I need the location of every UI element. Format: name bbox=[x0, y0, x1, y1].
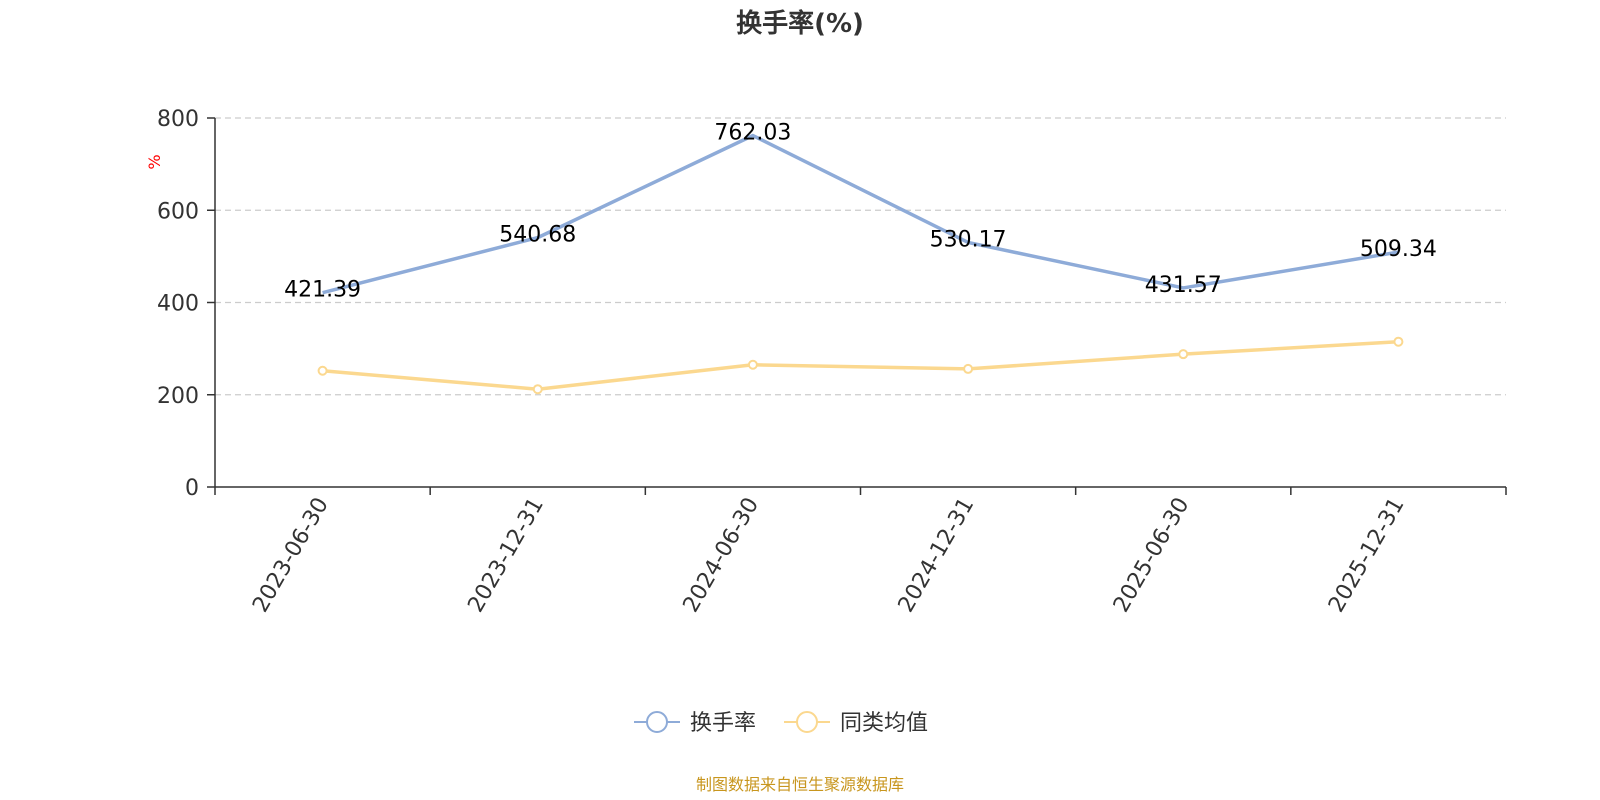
series-line-2 bbox=[322, 339, 1399, 391]
data-label: 509.34 bbox=[1360, 237, 1437, 262]
y-tick-label: 800 bbox=[157, 107, 199, 132]
y-axis-unit-label: % bbox=[145, 154, 164, 169]
series-point bbox=[1178, 349, 1189, 360]
x-tick-label: 2025-12-31 bbox=[1324, 494, 1410, 617]
legend-marker bbox=[646, 711, 668, 733]
x-tick-label: 2024-06-30 bbox=[679, 494, 765, 617]
x-tick-label: 2023-12-31 bbox=[463, 494, 549, 617]
grid-lines bbox=[215, 117, 1506, 396]
x-tick-label: 2023-06-30 bbox=[248, 494, 334, 617]
x-tick-label: 2024-12-31 bbox=[894, 493, 980, 616]
legend: 换手率 同类均值 bbox=[634, 711, 928, 736]
data-label: 421.39 bbox=[284, 278, 361, 303]
legend-marker bbox=[796, 711, 818, 733]
series-point bbox=[963, 363, 974, 374]
series-point bbox=[1393, 336, 1404, 347]
y-tick-label: 600 bbox=[157, 199, 199, 224]
y-tick-label: 400 bbox=[157, 292, 199, 317]
source-note: 制图数据来自恒生聚源数据库 bbox=[696, 775, 904, 794]
y-tick-label: 0 bbox=[185, 476, 199, 501]
series-point bbox=[532, 384, 543, 395]
legend-entry-label: 同类均值 bbox=[840, 711, 928, 736]
data-label: 431.57 bbox=[1145, 273, 1222, 298]
legend-entry-label: 换手率 bbox=[690, 711, 756, 736]
data-label: 530.17 bbox=[930, 227, 1007, 252]
x-tick-label: 2025-06-30 bbox=[1109, 494, 1195, 617]
data-label: 540.68 bbox=[499, 223, 576, 248]
y-tick-label: 200 bbox=[157, 384, 199, 409]
series-line-1 bbox=[322, 133, 1399, 295]
series-layer bbox=[317, 133, 1404, 395]
series-point bbox=[747, 359, 758, 370]
axes: 0 200 400 600 800 2023-06-30 2023-12-31 2024-06… bbox=[157, 107, 1507, 617]
chart-title: 换手率(%) bbox=[736, 8, 864, 39]
data-label: 762.03 bbox=[714, 121, 791, 146]
data-labels: 421.39 540.68 762.03 530.17 431.57 509.34 bbox=[284, 121, 1437, 303]
series-point bbox=[317, 365, 328, 376]
